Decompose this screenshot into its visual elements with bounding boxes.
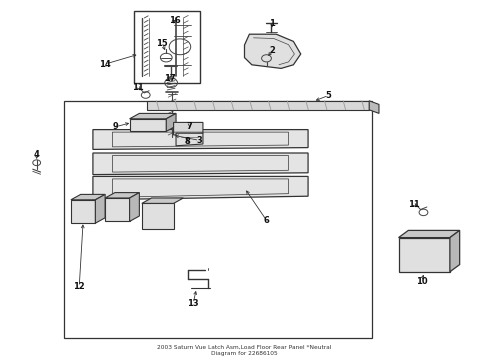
Text: 11: 11 [132,83,144,91]
Polygon shape [71,200,95,223]
Text: 6: 6 [263,216,269,225]
Text: 10: 10 [415,277,427,286]
Polygon shape [93,130,307,149]
Polygon shape [129,113,176,119]
Text: 2003 Saturn Vue Latch Asm,Load Floor Rear Panel *Neutral
Diagram for 22686105: 2003 Saturn Vue Latch Asm,Load Floor Rea… [157,345,331,356]
Polygon shape [398,238,449,272]
Text: 3: 3 [196,136,202,145]
Polygon shape [71,194,105,200]
Text: 1: 1 [269,19,275,28]
Polygon shape [129,119,166,131]
Text: 7: 7 [186,122,192,131]
Polygon shape [176,133,203,146]
Polygon shape [105,193,139,198]
Polygon shape [142,203,173,229]
Polygon shape [129,193,139,221]
Text: 8: 8 [184,137,190,146]
Text: 15: 15 [156,40,168,49]
Polygon shape [146,101,368,110]
Polygon shape [368,101,378,113]
Text: 2: 2 [269,46,275,55]
Polygon shape [173,122,203,135]
Text: 11: 11 [407,200,419,209]
Polygon shape [166,113,176,131]
Text: 16: 16 [168,16,180,25]
Text: 5: 5 [325,91,331,100]
Polygon shape [398,230,459,238]
Polygon shape [93,176,307,200]
Polygon shape [142,198,183,203]
Text: 17: 17 [164,74,176,83]
Text: 12: 12 [73,282,85,292]
Bar [134,11,200,83]
Polygon shape [244,34,300,68]
Text: 9: 9 [113,122,119,131]
Polygon shape [95,194,105,223]
Text: 4: 4 [34,150,40,158]
Polygon shape [93,153,307,175]
Bar [63,101,371,338]
Polygon shape [449,230,459,272]
Text: 14: 14 [99,60,111,69]
Polygon shape [105,198,129,221]
Text: 13: 13 [187,299,199,308]
